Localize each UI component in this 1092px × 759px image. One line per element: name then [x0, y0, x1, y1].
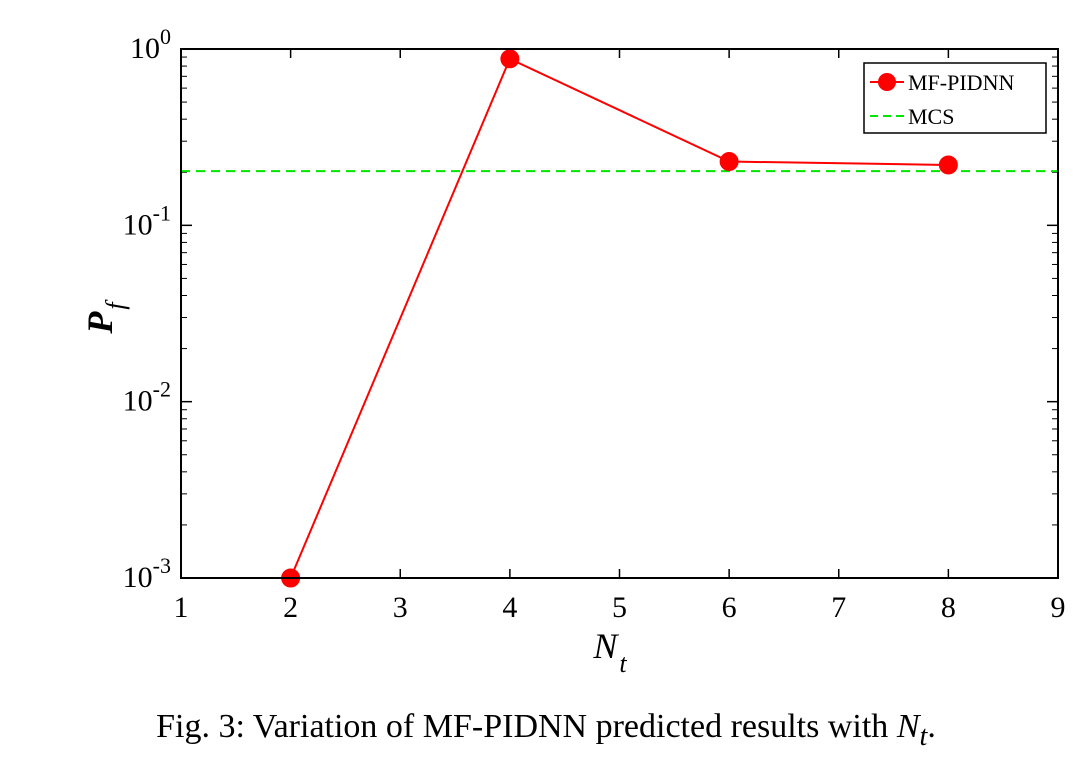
data-point-mf-pidnn-6	[719, 152, 739, 172]
axes-box	[180, 48, 1059, 579]
caption-math-main: N	[896, 708, 920, 745]
x-tick-label-4: 4	[502, 591, 517, 624]
data-point-mf-pidnn-8	[938, 155, 958, 175]
caption-suffix: .	[927, 708, 936, 745]
y-tick-label--2: 10-2	[123, 377, 171, 418]
x-tick-label-1: 1	[174, 591, 189, 624]
x-tick-labels: 1 2 3 4 5 6 7 8 9	[174, 591, 1066, 624]
y-tick-label--3: 10-3	[123, 553, 171, 594]
legend-marker-mf-pidnn	[878, 73, 896, 91]
data-point-mf-pidnn-4	[500, 49, 520, 69]
x-tick-label-2: 2	[283, 591, 298, 624]
figure-caption: Fig. 3: Variation of MF-PIDNN predicted …	[0, 708, 1092, 753]
y-axis-title-main: P	[80, 311, 120, 335]
legend-label-mf-pidnn: MF-PIDNN	[908, 70, 1014, 95]
x-axis-title: Nt	[592, 626, 627, 678]
x-tick-label-9: 9	[1051, 591, 1066, 624]
y-axis-title-sub: f	[101, 299, 130, 310]
x-tick-label-8: 8	[941, 591, 956, 624]
caption-prefix: Fig. 3: Variation of MF-PIDNN predicted …	[156, 708, 897, 745]
legend: MF-PIDNN MCS	[863, 62, 1047, 134]
caption-math-sub: t	[919, 720, 928, 752]
x-tick-label-7: 7	[831, 591, 846, 624]
data-markers	[281, 49, 958, 588]
y-tick-labels: 10-3 10-2 10-1 100	[123, 24, 171, 594]
x-axis-title-main: N	[592, 626, 619, 666]
plot-lines	[181, 57, 1058, 579]
series-line-mf-pidnn	[289, 57, 949, 579]
legend-label-mcs: MCS	[908, 104, 954, 129]
x-axis-title-sub: t	[619, 649, 627, 678]
x-tick-label-5: 5	[612, 591, 627, 624]
y-tick-label-0: 100	[130, 24, 171, 65]
y-tick-label--1: 10-1	[123, 200, 171, 241]
legend-box	[863, 62, 1047, 134]
x-tick-label-3: 3	[393, 591, 408, 624]
x-tick-label-6: 6	[722, 591, 737, 624]
y-axis-title: Pf	[80, 299, 130, 335]
